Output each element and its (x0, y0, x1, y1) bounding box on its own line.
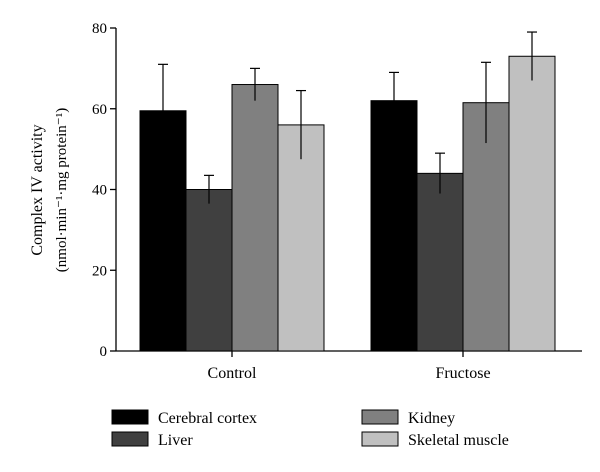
y-tick-label: 80 (92, 21, 107, 37)
bar-control-kidney (231, 84, 279, 352)
legend-item-cerebral-cortex: Cerebral cortex (111, 409, 257, 427)
bar-fructose-cerebral-cortex (370, 100, 418, 352)
y-tick-label: 60 (92, 102, 107, 118)
x-axis: Control Fructose (116, 350, 582, 382)
legend-item-skeletal-muscle: Skeletal muscle (361, 431, 509, 449)
legend-swatch (361, 409, 399, 425)
y-axis-title: Complex IV activity (nmol·min⁻¹·mg prote… (29, 108, 70, 272)
bars (139, 55, 556, 352)
legend-swatch (111, 409, 149, 425)
legend-label: Cerebral cortex (158, 410, 257, 427)
legend-item-liver: Liver (111, 431, 193, 449)
y-axis-title-line1: Complex IV activity (29, 124, 46, 255)
legend-label: Kidney (408, 410, 455, 427)
bar-fructose-liver (416, 172, 464, 352)
bar-control-liver (185, 189, 233, 352)
error-bar (527, 31, 537, 81)
legend-swatch (111, 431, 149, 447)
legend-swatch (361, 431, 399, 447)
legend-label: Liver (158, 432, 193, 449)
error-bar (158, 63, 168, 158)
y-tick-label: 20 (92, 263, 107, 279)
y-tick-label: 40 (92, 183, 107, 199)
legend-label: Skeletal muscle (408, 432, 509, 449)
bar-fructose-kidney (462, 102, 510, 352)
error-bar (481, 61, 491, 144)
error-bar (296, 89, 306, 160)
y-axis: 0 20 40 60 80 (92, 21, 117, 360)
error-bar (204, 174, 214, 204)
legend: Cerebral cortex Liver Kidney Skeletal muscl… (111, 409, 509, 449)
error-bars (158, 31, 537, 204)
error-bar (435, 152, 445, 194)
error-bar (389, 71, 399, 129)
error-bar (250, 67, 260, 101)
y-axis-title-line2: (nmol·min⁻¹·mg protein⁻¹) (54, 108, 70, 272)
bar-control-skeletal-muscle (277, 124, 325, 352)
legend-item-kidney: Kidney (361, 409, 455, 427)
bar-fructose-skeletal-muscle (508, 55, 556, 352)
y-tick-label: 0 (100, 344, 108, 360)
x-tick-label: Control (208, 365, 257, 382)
x-tick-label: Fructose (435, 365, 490, 382)
